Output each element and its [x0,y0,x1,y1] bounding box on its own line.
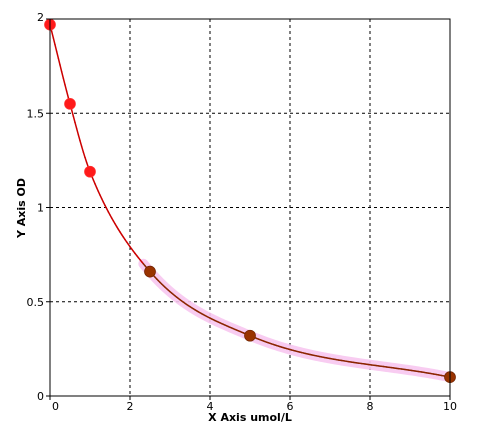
data-point [245,330,256,341]
data-point [145,266,156,277]
x-tick-label: 10 [443,400,457,413]
data-point [65,98,76,109]
data-point [85,166,96,177]
y-tick-label: 0.5 [27,296,45,309]
y-tick-label: 1.5 [27,107,45,120]
x-tick-label: 2 [127,400,134,413]
x-tick-label: 0 [52,400,59,413]
y-tick-label: 0 [37,390,44,403]
x-axis-label: X Axis umol/L [208,411,292,424]
y-axis-ticks: 0 0.5 1 1.5 2 [27,11,51,403]
y-tick-label: 1 [37,202,44,215]
y-tick-label: 2 [37,11,44,24]
y-axis-label: Y Axis OD [15,178,28,239]
x-tick-label: 8 [367,400,374,413]
